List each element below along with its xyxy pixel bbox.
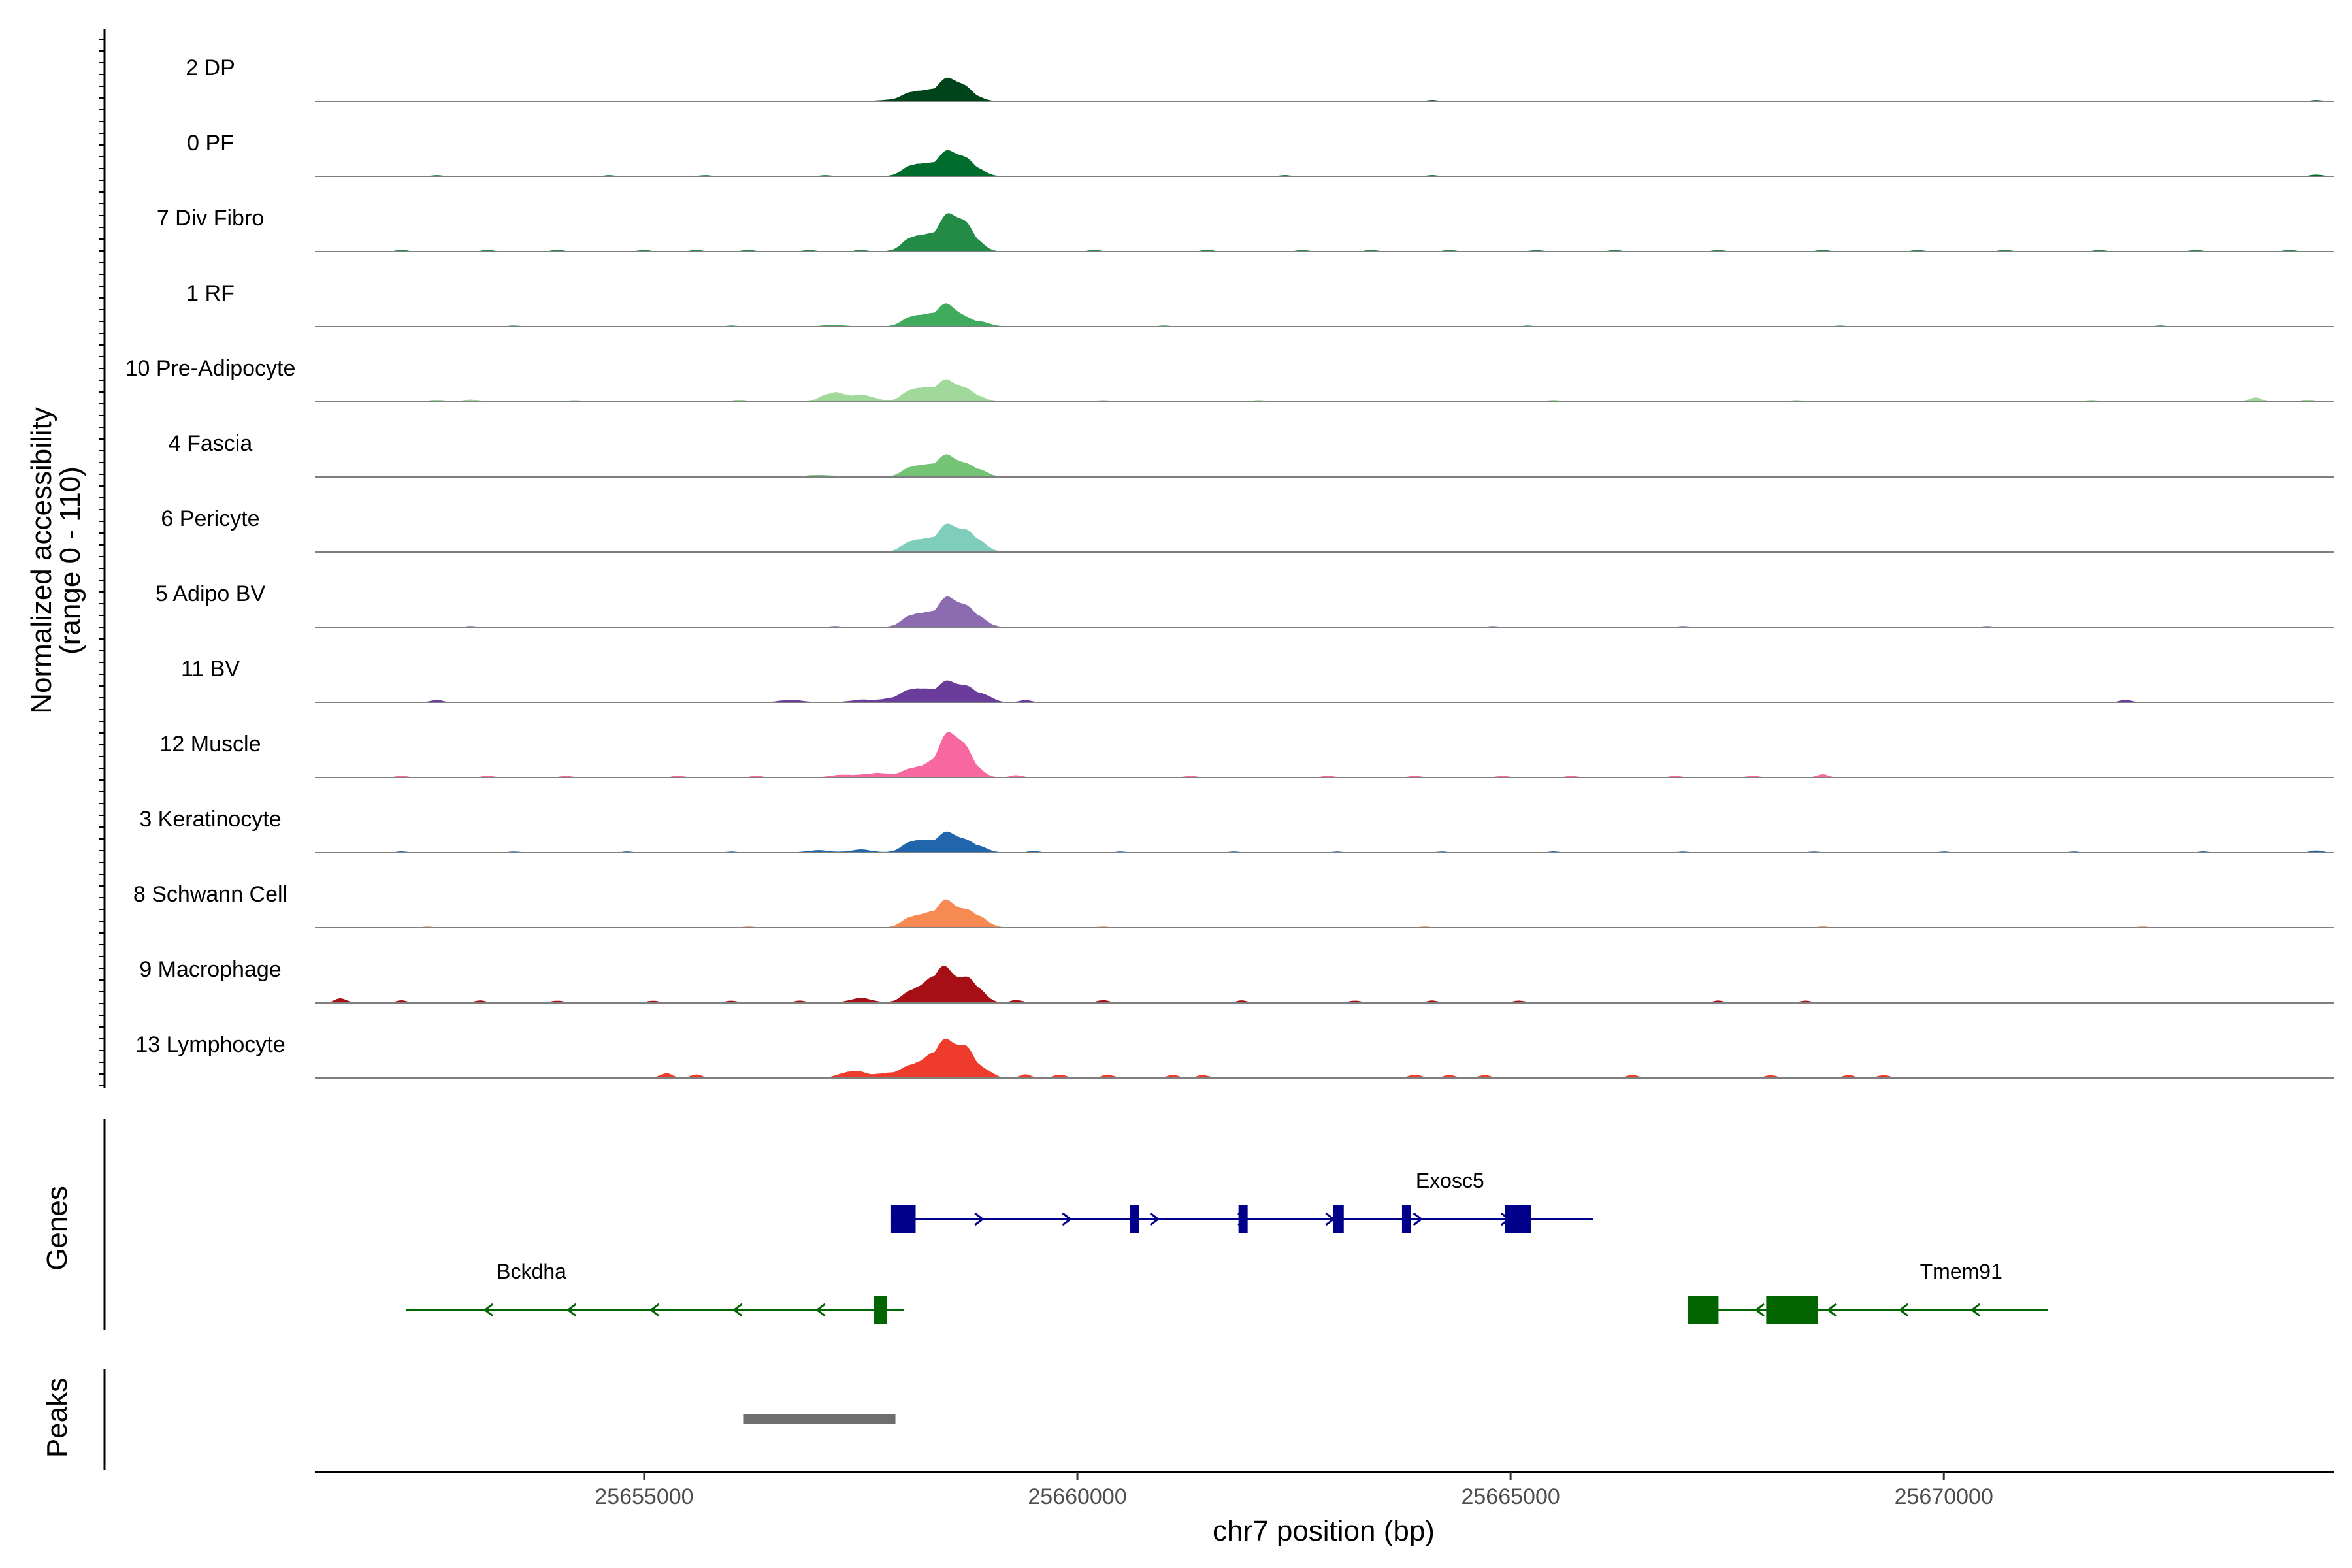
strand-arrow <box>974 1212 985 1226</box>
track-label: 6 Pericyte <box>161 506 259 531</box>
gene-label: Bckdha <box>497 1260 566 1283</box>
track-label: 3 Keratinocyte <box>139 807 281 832</box>
gene-exon <box>1238 1205 1248 1233</box>
strand-arrow <box>1413 1212 1424 1226</box>
coverage-area <box>315 831 2334 853</box>
gene-label: Tmem91 <box>1920 1260 2002 1283</box>
track-11-bv: 11 BV <box>181 657 2334 703</box>
gene-exon <box>874 1296 887 1324</box>
coverage-area <box>315 732 2334 777</box>
coverage-area <box>315 1038 2334 1078</box>
peaks-panel-label: Peaks <box>41 1378 73 1458</box>
track-12-muscle: 12 Muscle <box>160 732 2334 778</box>
strand-arrow <box>1970 1303 1981 1317</box>
coverage-area <box>315 303 2334 327</box>
x-tick-label: 25660000 <box>1028 1484 1126 1509</box>
track-label: 11 BV <box>181 657 240 681</box>
strand-arrow <box>1754 1303 1765 1317</box>
track-label: 2 DP <box>186 56 235 80</box>
gene-label: Exosc5 <box>1416 1169 1484 1192</box>
coverage-area <box>315 680 2334 702</box>
track-5-adipo-bv: 5 Adipo BV <box>155 581 2334 628</box>
track-label: 7 Div Fibro <box>157 206 264 231</box>
track-10-pre-adipocyte: 10 Pre-Adipocyte <box>125 356 2334 402</box>
genes-panel-label: Genes <box>41 1186 73 1271</box>
track-0-pf: 0 PF <box>187 131 2334 177</box>
track-label: 1 RF <box>186 281 235 306</box>
track-label: 4 Fascia <box>169 431 253 456</box>
coverage-area <box>315 596 2334 627</box>
track-label: 0 PF <box>187 131 234 155</box>
x-tick-label: 25665000 <box>1461 1484 1560 1509</box>
coverage-area <box>315 966 2334 1003</box>
strand-arrow <box>815 1303 826 1317</box>
y-axis-label-line1: Normalized accessibility <box>25 407 57 713</box>
strand-arrow <box>1898 1303 1909 1317</box>
coverage-area <box>315 213 2334 252</box>
track-7-div-fibro: 7 Div Fibro <box>157 206 2334 252</box>
genes-panel: Exosc5 Bckdha Tmem91 <box>103 1119 2048 1330</box>
track-label: 8 Schwann Cell <box>133 882 287 907</box>
x-tick-label: 25655000 <box>595 1484 693 1509</box>
gene-exon <box>890 1205 916 1233</box>
coverage-area <box>315 523 2334 552</box>
x-axis: 25655000 25660000 25665000 25670000 <box>315 1471 2334 1509</box>
strand-arrow <box>732 1303 743 1317</box>
track-9-macrophage: 9 Macrophage <box>139 957 2334 1004</box>
gene-exon <box>1401 1205 1411 1233</box>
track-label: 9 Macrophage <box>139 957 281 982</box>
strand-arrow <box>566 1303 577 1317</box>
strand-arrow <box>1149 1212 1160 1226</box>
coverage-tracks: 2 DP 0 PF 7 Div Fibro 1 RF 10 Pre-Adipocyte 4… <box>125 56 2334 1079</box>
coverage-area <box>315 899 2334 928</box>
strand-arrow <box>649 1303 660 1317</box>
peak-region <box>743 1414 896 1424</box>
gene-bckdha: Bckdha <box>406 1260 904 1324</box>
track-label: 12 Muscle <box>160 732 261 757</box>
x-tick-label: 25670000 <box>1895 1484 1993 1509</box>
coverage-area <box>315 77 2334 101</box>
strand-arrow <box>1826 1303 1837 1317</box>
gene-exon <box>1130 1205 1139 1233</box>
track-1-rf: 1 RF <box>186 281 2334 327</box>
track-label: 10 Pre-Adipocyte <box>125 356 296 381</box>
strand-arrow <box>1062 1212 1072 1226</box>
track-2-dp: 2 DP <box>186 56 2334 102</box>
coverage-area <box>315 379 2334 402</box>
y-axis-label-line2: (range 0 - 110) <box>54 466 86 655</box>
strand-arrow <box>483 1303 494 1317</box>
coverage-area <box>315 150 2334 176</box>
coverage-y-axis <box>99 29 106 1088</box>
track-label: 5 Adipo BV <box>155 581 266 606</box>
gene-exosc5: Exosc5 <box>890 1169 1593 1233</box>
gene-exon <box>1688 1296 1719 1324</box>
track-13-lymphocyte: 13 Lymphocyte <box>135 1032 2334 1079</box>
gene-exon <box>1333 1205 1344 1233</box>
peaks-panel <box>103 1369 896 1470</box>
track-3-keratinocyte: 3 Keratinocyte <box>139 807 2334 853</box>
track-8-schwann-cell: 8 Schwann Cell <box>133 882 2334 928</box>
gene-exon <box>1505 1205 1531 1233</box>
track-label: 13 Lymphocyte <box>135 1032 285 1057</box>
track-4-fascia: 4 Fascia <box>169 431 2334 478</box>
gene-exon <box>1766 1296 1818 1324</box>
x-axis-label: chr7 position (bp) <box>1213 1515 1435 1547</box>
coverage-area <box>315 454 2334 477</box>
track-6-pericyte: 6 Pericyte <box>161 506 2334 553</box>
gene-tmem91: Tmem91 <box>1688 1260 2048 1324</box>
